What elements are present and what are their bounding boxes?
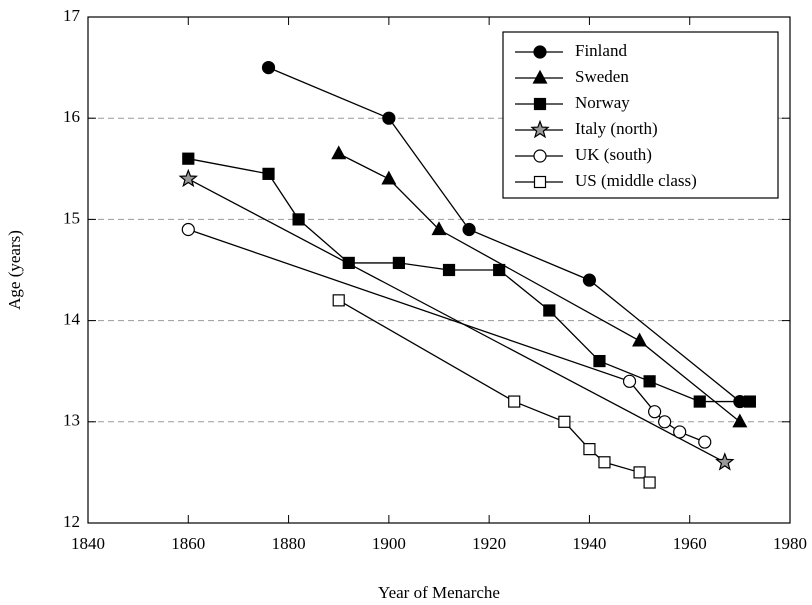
marker [178, 168, 199, 188]
marker [648, 405, 662, 419]
marker [693, 395, 706, 408]
y-tick-label: 12 [63, 512, 80, 531]
marker [622, 374, 637, 388]
marker [382, 111, 396, 125]
series [182, 152, 756, 408]
marker [743, 395, 756, 408]
y-tick-label: 16 [63, 107, 80, 126]
marker [261, 60, 276, 75]
marker [530, 119, 550, 139]
series-line [338, 299, 651, 483]
marker [331, 145, 347, 160]
marker [381, 170, 397, 185]
series [181, 222, 712, 449]
marker [673, 425, 687, 439]
series [178, 168, 735, 471]
legend-label: Finland [575, 41, 627, 60]
x-tick-label: 1940 [572, 534, 606, 553]
marker [533, 149, 547, 163]
marker [462, 222, 476, 237]
marker [633, 466, 646, 479]
marker [292, 213, 305, 226]
x-tick-label: 1960 [673, 534, 707, 553]
series [331, 145, 748, 428]
legend-label: US (middle class) [575, 171, 697, 190]
y-tick-label: 13 [63, 411, 80, 430]
marker [643, 375, 656, 388]
y-tick-label: 17 [63, 6, 81, 25]
y-tick-label: 14 [63, 310, 81, 329]
series [332, 294, 656, 489]
legend-label: UK (south) [575, 145, 652, 164]
marker [593, 354, 606, 368]
series-line [188, 158, 750, 403]
x-tick-label: 1880 [272, 534, 306, 553]
x-tick-label: 1980 [773, 534, 807, 553]
legend-label: Norway [575, 93, 630, 112]
marker [583, 443, 596, 456]
marker [342, 256, 355, 270]
legend-label: Italy (north) [575, 119, 658, 138]
marker [442, 263, 456, 277]
marker [598, 456, 611, 469]
marker [533, 45, 547, 59]
marker [493, 263, 506, 277]
legend-label: Sweden [575, 67, 629, 86]
marker [431, 221, 447, 236]
x-tick-label: 1860 [171, 534, 205, 553]
marker [715, 452, 735, 471]
marker [532, 69, 548, 84]
y-tick-label: 15 [63, 208, 80, 227]
marker [582, 273, 597, 287]
marker [632, 332, 648, 347]
marker [181, 222, 195, 237]
marker [558, 415, 571, 428]
marker [332, 294, 345, 307]
marker [698, 435, 712, 449]
plot-frame [87, 16, 791, 524]
marker [262, 167, 275, 180]
y-axis-label: Age (years) [5, 230, 24, 310]
marker [658, 415, 672, 429]
series-line [187, 178, 726, 463]
marker [732, 413, 748, 428]
x-tick-label: 1900 [372, 534, 406, 553]
marker [643, 476, 656, 489]
marker [182, 152, 195, 165]
x-tick-label: 1920 [472, 534, 506, 553]
marker [392, 256, 405, 270]
marker [508, 395, 521, 408]
marker [533, 175, 547, 189]
marker [543, 304, 556, 317]
x-axis-label: Year of Menarche [378, 583, 500, 602]
marker [533, 97, 547, 111]
x-tick-label: 1840 [71, 534, 105, 553]
legend-box [502, 31, 779, 199]
legend: Finland Sweden Norway Italy (north) UK (sout… [502, 31, 779, 199]
